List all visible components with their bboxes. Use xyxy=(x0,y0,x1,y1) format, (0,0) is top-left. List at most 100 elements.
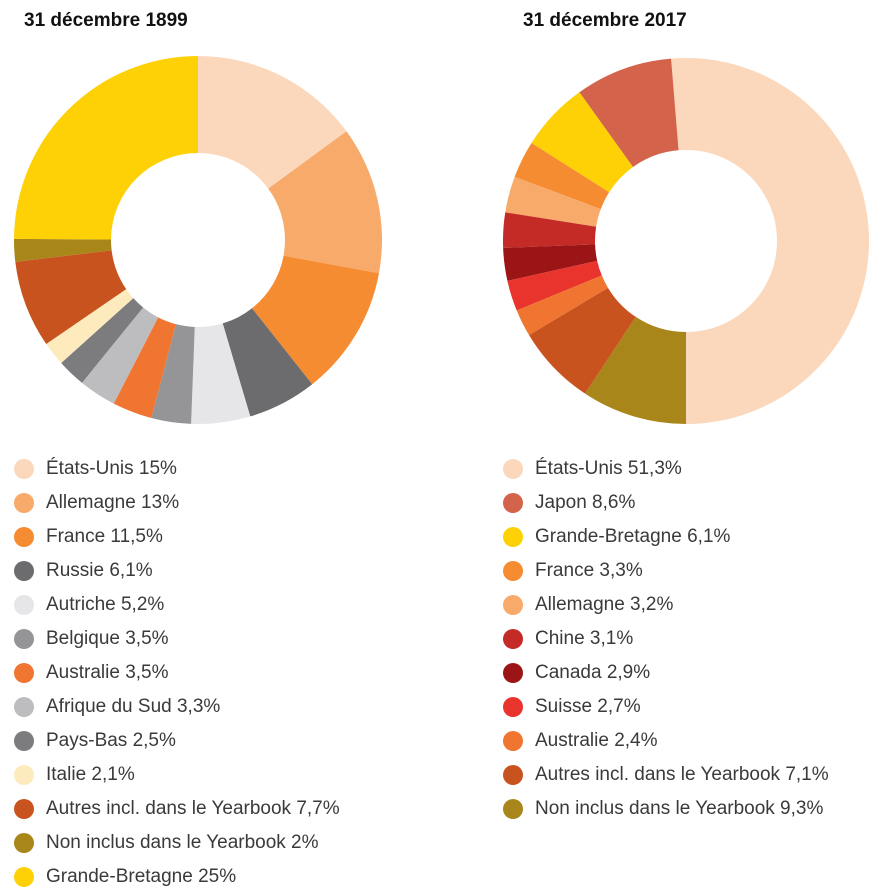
legend-item: Pays-Bas 2,5% xyxy=(14,724,340,758)
legend-label: Autriche 5,2% xyxy=(46,594,165,615)
legend-item: Non inclus dans le Yearbook 2% xyxy=(14,826,340,860)
legend-item: Allemagne 13% xyxy=(14,486,340,520)
legend-label: France 3,3% xyxy=(535,560,643,581)
legend-swatch xyxy=(14,799,34,819)
legend-item: Suisse 2,7% xyxy=(503,690,829,724)
legend-label: États-Unis 15% xyxy=(46,458,177,479)
legend-label: Japon 8,6% xyxy=(535,492,636,513)
legend-label: Pays-Bas 2,5% xyxy=(46,730,176,751)
slice-autriche-5-2 xyxy=(191,323,251,424)
legend-item: Italie 2,1% xyxy=(14,758,340,792)
legend-swatch xyxy=(14,561,34,581)
slice-grande-bretagne-25 xyxy=(14,56,199,240)
slice-afrique-du-sud-3-3 xyxy=(81,307,159,404)
legend-item: Autres incl. dans le Yearbook 7,7% xyxy=(14,792,340,826)
donut-chart-2017 xyxy=(503,58,869,424)
legend-label: Afrique du Sud 3,3% xyxy=(46,696,221,717)
chart-title-1899: 31 décembre 1899 xyxy=(24,10,188,31)
legend-item: Autriche 5,2% xyxy=(14,588,340,622)
legend-item: Grande-Bretagne 6,1% xyxy=(503,520,829,554)
legend-label: Italie 2,1% xyxy=(46,764,135,785)
legend-label: Australie 2,4% xyxy=(535,730,658,751)
slice-canada-2-9 xyxy=(503,244,598,281)
legend-label: France 11,5% xyxy=(46,526,163,547)
legend-label: États-Unis 51,3% xyxy=(535,458,682,479)
legend-1899: États-Unis 15% Allemagne 13% France 11,5% R… xyxy=(14,452,340,894)
legend-swatch xyxy=(14,527,34,547)
legend-item: Afrique du Sud 3,3% xyxy=(14,690,340,724)
legend-swatch xyxy=(503,663,523,683)
legend-swatch xyxy=(14,731,34,751)
slice-autres-incl-dans-le-yearbook-7-1 xyxy=(529,287,636,394)
legend-swatch xyxy=(503,765,523,785)
legend-label: Grande-Bretagne 25% xyxy=(46,866,237,887)
legend-2017: États-Unis 51,3% Japon 8,6% Grande-Bretagn… xyxy=(503,452,829,826)
slice-australie-2-4 xyxy=(516,275,608,336)
slice-france-3-3 xyxy=(514,142,610,210)
legend-label: Non inclus dans le Yearbook 9,3% xyxy=(535,798,824,819)
slice-allemagne-13 xyxy=(268,131,382,274)
legend-label: Russie 6,1% xyxy=(46,560,153,581)
legend-item: Belgique 3,5% xyxy=(14,622,340,656)
legend-label: Grande-Bretagne 6,1% xyxy=(535,526,731,547)
legend-label: Autres incl. dans le Yearbook 7,1% xyxy=(535,764,829,785)
slice-non-inclus-dans-le-yearbook-2 xyxy=(14,238,112,262)
slice-pays-bas-2-5 xyxy=(61,298,144,383)
legend-label: Australie 3,5% xyxy=(46,662,169,683)
legend-label: Chine 3,1% xyxy=(535,628,634,649)
slice-chine-3-1 xyxy=(503,212,597,248)
chart-title-2017: 31 décembre 2017 xyxy=(523,10,687,31)
legend-swatch xyxy=(503,595,523,615)
legend-swatch xyxy=(503,493,523,513)
legend-item: États-Unis 15% xyxy=(14,452,340,486)
slice-japon-8-6 xyxy=(579,58,679,168)
donut-chart-1899 xyxy=(14,56,382,424)
slice-belgique-3-5 xyxy=(151,324,195,424)
legend-swatch xyxy=(14,459,34,479)
legend-item: États-Unis 51,3% xyxy=(503,452,829,486)
legend-item: Australie 2,4% xyxy=(503,724,829,758)
legend-swatch xyxy=(14,697,34,717)
slice-italie-2-1 xyxy=(46,289,134,364)
legend-item: Canada 2,9% xyxy=(503,656,829,690)
legend-item: Russie 6,1% xyxy=(14,554,340,588)
legend-label: Autres incl. dans le Yearbook 7,7% xyxy=(46,798,340,819)
legend-swatch xyxy=(14,833,34,853)
slice-russie-6-1 xyxy=(222,308,313,417)
legend-swatch xyxy=(503,731,523,751)
legend-swatch xyxy=(14,595,34,615)
slice-autres-incl-dans-le-yearbook-7-7 xyxy=(15,250,127,345)
slice-allemagne-3-2 xyxy=(505,176,601,227)
legend-swatch xyxy=(503,459,523,479)
legend-swatch xyxy=(14,867,34,887)
slice-etats-unis-51-3 xyxy=(671,58,869,424)
legend-item: Autres incl. dans le Yearbook 7,1% xyxy=(503,758,829,792)
legend-swatch xyxy=(14,493,34,513)
legend-item: Japon 8,6% xyxy=(503,486,829,520)
slice-non-inclus-dans-le-yearbook-9-3 xyxy=(585,316,686,424)
legend-item: Grande-Bretagne 25% xyxy=(14,860,340,894)
legend-swatch xyxy=(503,561,523,581)
slice-etats-unis-15 xyxy=(198,56,347,189)
legend-item: Australie 3,5% xyxy=(14,656,340,690)
legend-label: Non inclus dans le Yearbook 2% xyxy=(46,832,319,853)
slice-france-11-5 xyxy=(252,255,379,385)
legend-label: Allemagne 3,2% xyxy=(535,594,674,615)
legend-item: France 3,3% xyxy=(503,554,829,588)
legend-item: Non inclus dans le Yearbook 9,3% xyxy=(503,792,829,826)
slice-grande-bretagne-6-1 xyxy=(531,92,633,193)
legend-swatch xyxy=(14,629,34,649)
slice-suisse-2-7 xyxy=(507,260,602,311)
legend-swatch xyxy=(503,697,523,717)
legend-swatch xyxy=(503,527,523,547)
legend-item: Chine 3,1% xyxy=(503,622,829,656)
legend-label: Allemagne 13% xyxy=(46,492,180,513)
legend-swatch xyxy=(503,629,523,649)
legend-item: Allemagne 3,2% xyxy=(503,588,829,622)
legend-swatch xyxy=(14,663,34,683)
legend-label: Belgique 3,5% xyxy=(46,628,169,649)
legend-label: Canada 2,9% xyxy=(535,662,651,683)
legend-swatch xyxy=(503,799,523,819)
legend-label: Suisse 2,7% xyxy=(535,696,641,717)
slice-australie-3-5 xyxy=(113,317,176,418)
